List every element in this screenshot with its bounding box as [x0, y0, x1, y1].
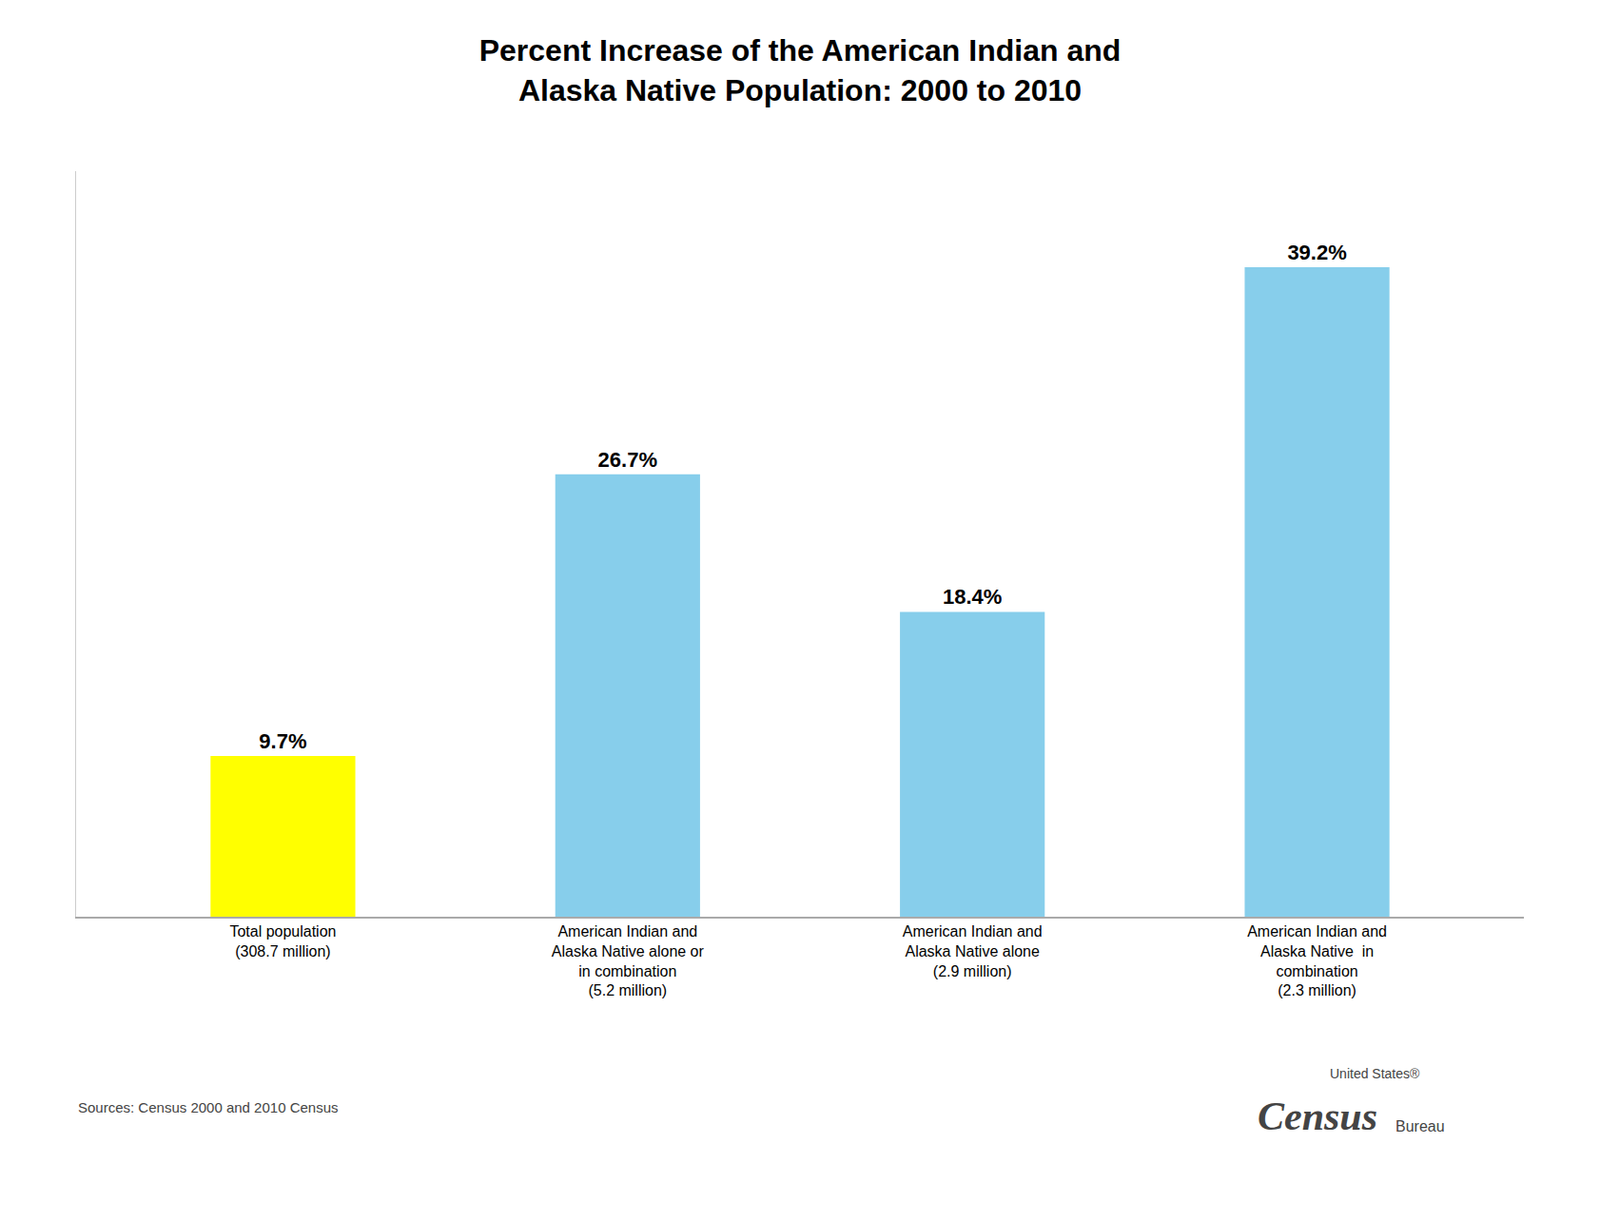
svg-text:9.7%: 9.7%: [258, 729, 307, 754]
svg-text:American Indian andAlaska Nati: American Indian andAlaska Native incombi…: [1247, 923, 1387, 999]
svg-text:Census: Census: [1257, 1094, 1378, 1139]
svg-text:Sources: Census 2000 and 2010: Sources: Census 2000 and 2010 Census: [78, 1099, 339, 1116]
svg-text:18.4%: 18.4%: [942, 585, 1002, 609]
svg-text:Percent Increase of the Americ: Percent Increase of the American Indian …: [479, 33, 1122, 108]
svg-text:American Indian andAlaska Nati: American Indian andAlaska Native alone o…: [551, 923, 705, 999]
svg-text:American Indian andAlaska Nati: American Indian andAlaska Native alone(2…: [902, 923, 1043, 980]
svg-text:26.7%: 26.7%: [598, 448, 658, 472]
svg-text:39.2%: 39.2%: [1287, 240, 1347, 265]
svg-text:Bureau: Bureau: [1395, 1118, 1445, 1135]
svg-text:Total population(308.7 million: Total population(308.7 million): [229, 923, 336, 960]
svg-text:United States®: United States®: [1329, 1066, 1421, 1082]
